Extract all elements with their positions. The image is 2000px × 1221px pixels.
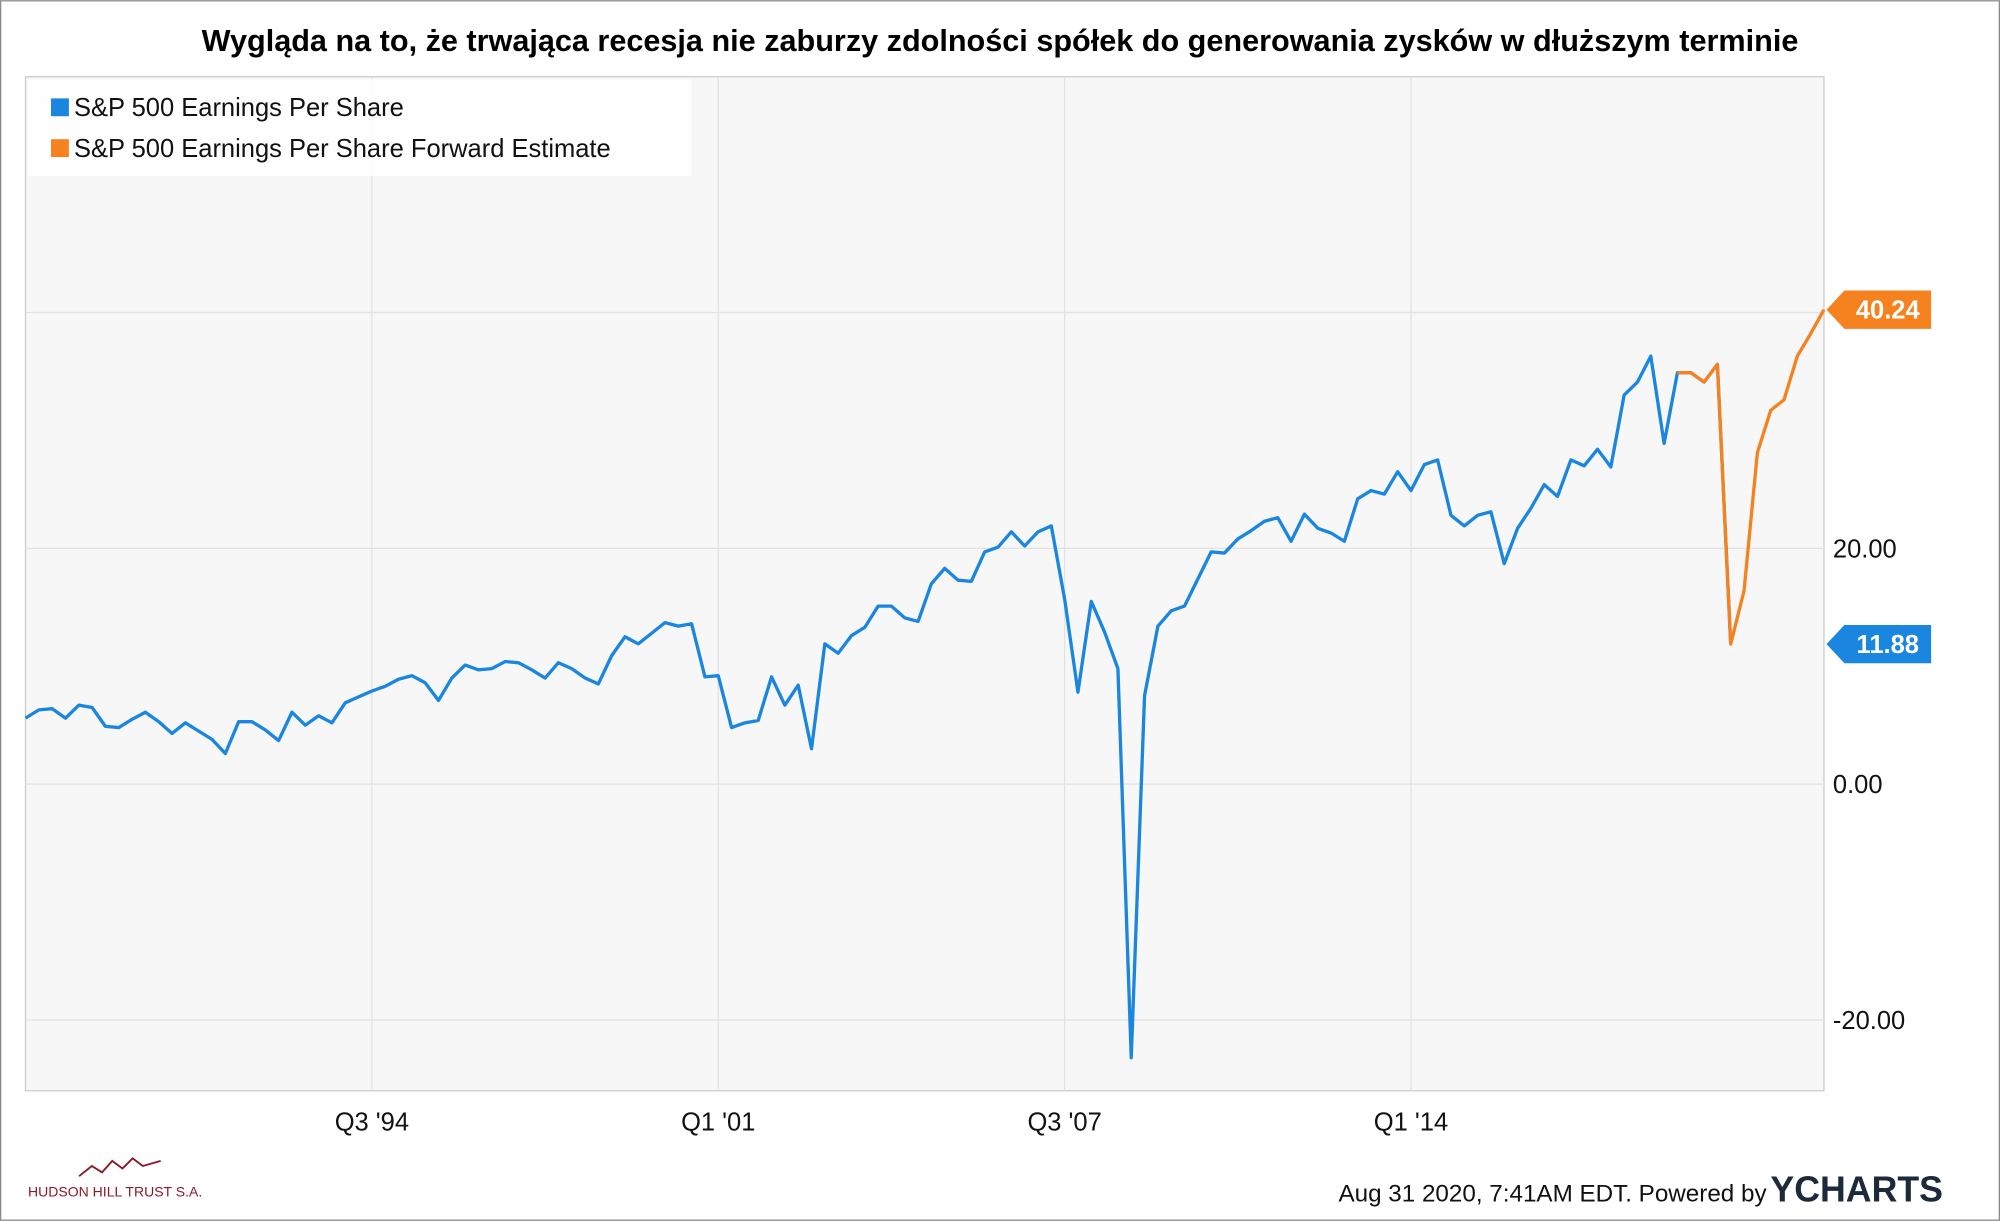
x-tick-label: Q3 '07	[1027, 1108, 1101, 1136]
legend-label: S&P 500 Earnings Per Share Forward Estim…	[74, 135, 611, 163]
logo-text: HUDSON HILL TRUST S.A.	[28, 1184, 202, 1200]
legend: S&P 500 Earnings Per Share S&P 500 Earnin…	[28, 79, 692, 177]
value-badge-label: 11.88	[1857, 631, 1919, 659]
y-tick-label: -20.00	[1833, 1007, 1905, 1035]
y-tick-label: 0.00	[1833, 771, 1883, 799]
x-tick-label: Q1 '14	[1374, 1108, 1448, 1136]
lines	[24, 308, 1826, 1060]
legend-box	[28, 79, 692, 177]
value-badge	[1826, 290, 1932, 329]
grid	[25, 76, 1824, 1091]
chart-title: Wygląda na to, że trwająca recesja nie z…	[202, 24, 1799, 58]
legend-swatch	[51, 98, 69, 117]
value-badge	[1826, 624, 1932, 664]
brand: YCHARTS	[1770, 1170, 1943, 1210]
x-tick-label: Q3 '94	[335, 1108, 409, 1136]
legend-swatch	[51, 139, 69, 158]
logo: HUDSON HILL TRUST S.A.	[28, 1157, 202, 1200]
logo-mark	[78, 1157, 161, 1177]
x-tick-label: Q1 '01	[681, 1108, 755, 1136]
legend-label: S&P 500 Earnings Per Share	[74, 94, 404, 122]
series-line	[1677, 308, 1826, 646]
y-tick-label: 20.00	[1833, 535, 1897, 563]
plot-area	[24, 76, 1825, 1092]
value-badge-label: 40.24	[1856, 297, 1921, 325]
footer: Aug 31 2020, 7:41AM EDT. Powered by	[1338, 1181, 1767, 1208]
series-line	[24, 354, 1733, 1060]
